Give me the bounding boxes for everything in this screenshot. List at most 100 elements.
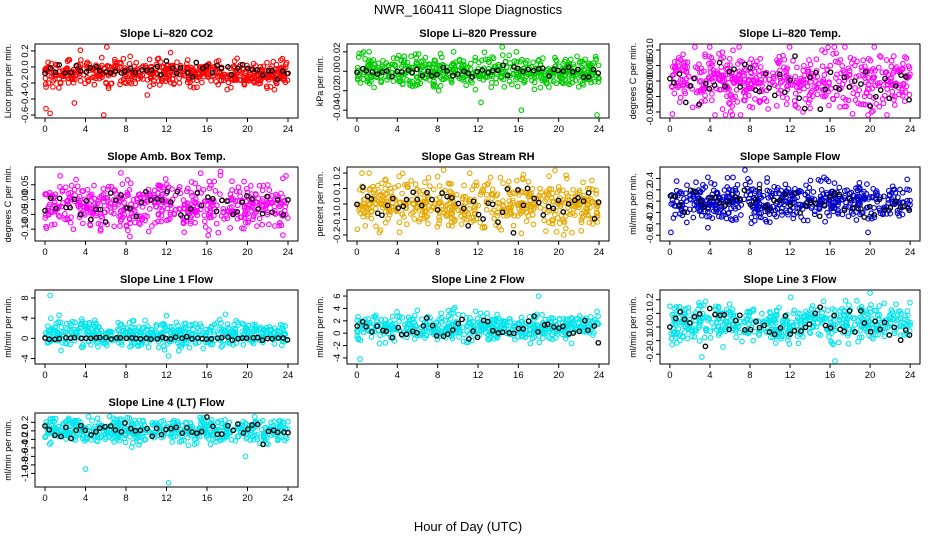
- y-tick-label: 0.1: [645, 307, 656, 320]
- y-tick-label: -0.2: [332, 227, 343, 243]
- sample-point: [758, 194, 765, 201]
- hourly-point: [449, 72, 456, 79]
- sample-point: [507, 60, 513, 66]
- sample-point: [56, 312, 62, 319]
- sample-point: [362, 223, 369, 229]
- sample-point: [359, 50, 365, 57]
- sample-point: [890, 53, 897, 59]
- hourly-point: [701, 203, 708, 210]
- sample-point: [729, 103, 736, 109]
- sample-point: [692, 64, 699, 70]
- sample-point: [805, 66, 811, 73]
- hourly-point: [455, 320, 462, 327]
- sample-point: [489, 54, 496, 60]
- sample-point: [861, 195, 868, 202]
- hourly-point: [133, 213, 140, 220]
- sample-point: [518, 314, 525, 321]
- sample-point: [784, 83, 790, 90]
- hourly-point: [274, 76, 281, 83]
- hourly-point: [67, 204, 73, 211]
- hourly-point: [56, 195, 63, 202]
- sample-point: [706, 202, 713, 208]
- hourly-point: [495, 67, 501, 74]
- sample-point: [74, 183, 81, 190]
- hourly-point: [504, 72, 511, 79]
- hourly-point: [906, 207, 913, 214]
- sample-point: [217, 168, 224, 175]
- sample-point: [103, 44, 110, 50]
- hourly-point: [687, 187, 694, 194]
- sample-point: [47, 292, 53, 299]
- sample-point: [529, 212, 536, 218]
- sample-point: [371, 328, 378, 335]
- sample-point: [250, 328, 257, 335]
- sample-point: [856, 72, 862, 79]
- y-tick-label: -0.2: [20, 75, 31, 91]
- hourly-point: [858, 81, 864, 87]
- sample-point: [528, 70, 534, 77]
- sample-point: [853, 217, 860, 223]
- sample-point: [240, 341, 247, 348]
- hourly-point: [489, 201, 496, 208]
- sample-point: [530, 206, 537, 213]
- sample-point: [897, 186, 903, 193]
- sample-point: [163, 217, 170, 224]
- sample-point: [682, 59, 688, 65]
- y-tick-label: 0.2: [645, 293, 656, 306]
- x-tick-label: 24: [905, 124, 916, 135]
- sample-point: [124, 177, 131, 183]
- sample-point: [570, 210, 576, 217]
- sample-point: [720, 78, 726, 85]
- sample-point: [244, 202, 251, 209]
- sample-point: [91, 81, 98, 88]
- hourly-point: [465, 70, 471, 76]
- sample-point: [535, 293, 542, 299]
- sample-point: [792, 102, 799, 108]
- sample-point: [594, 112, 600, 118]
- hourly-point: [414, 196, 421, 203]
- sample-point: [209, 73, 216, 80]
- sample-point: [68, 322, 75, 329]
- sample-point: [891, 186, 898, 193]
- hourly-point: [882, 75, 888, 82]
- sample-point: [386, 211, 393, 218]
- hourly-point: [68, 69, 74, 76]
- sample-point: [845, 65, 852, 72]
- sample-point: [224, 215, 231, 222]
- sample-point: [281, 197, 288, 204]
- sample-point: [98, 54, 105, 61]
- sample-point: [593, 187, 599, 194]
- figure-xlabel: Hour of Day (UTC): [414, 519, 522, 534]
- sample-point: [854, 202, 861, 208]
- sample-point: [757, 64, 764, 70]
- hourly-point: [801, 105, 808, 112]
- sample-point: [245, 328, 251, 335]
- sample-point: [48, 315, 54, 322]
- sample-point: [464, 65, 471, 71]
- y-tick-label: 0.05: [20, 176, 31, 195]
- sample-point: [132, 80, 139, 87]
- hourly-point: [901, 203, 908, 209]
- sample-point: [425, 174, 432, 181]
- sample-point: [436, 200, 443, 207]
- hourly-point: [792, 53, 798, 59]
- sample-point: [396, 219, 403, 226]
- hourly-point: [531, 195, 538, 202]
- sample-point: [518, 107, 525, 114]
- hourly-point: [575, 66, 581, 73]
- sample-point: [104, 186, 111, 193]
- hourly-point: [682, 99, 689, 106]
- sample-point: [512, 336, 518, 343]
- sample-point: [231, 64, 238, 70]
- hourly-point: [423, 315, 430, 321]
- sample-point: [502, 68, 508, 75]
- sample-point: [779, 78, 785, 85]
- sample-point: [500, 202, 507, 208]
- sample-point: [757, 193, 763, 200]
- hourly-point: [499, 209, 506, 216]
- sample-point: [689, 104, 696, 111]
- sample-point: [781, 201, 788, 208]
- sample-point: [259, 187, 266, 194]
- hourly-point: [230, 211, 236, 218]
- sample-point: [497, 174, 504, 181]
